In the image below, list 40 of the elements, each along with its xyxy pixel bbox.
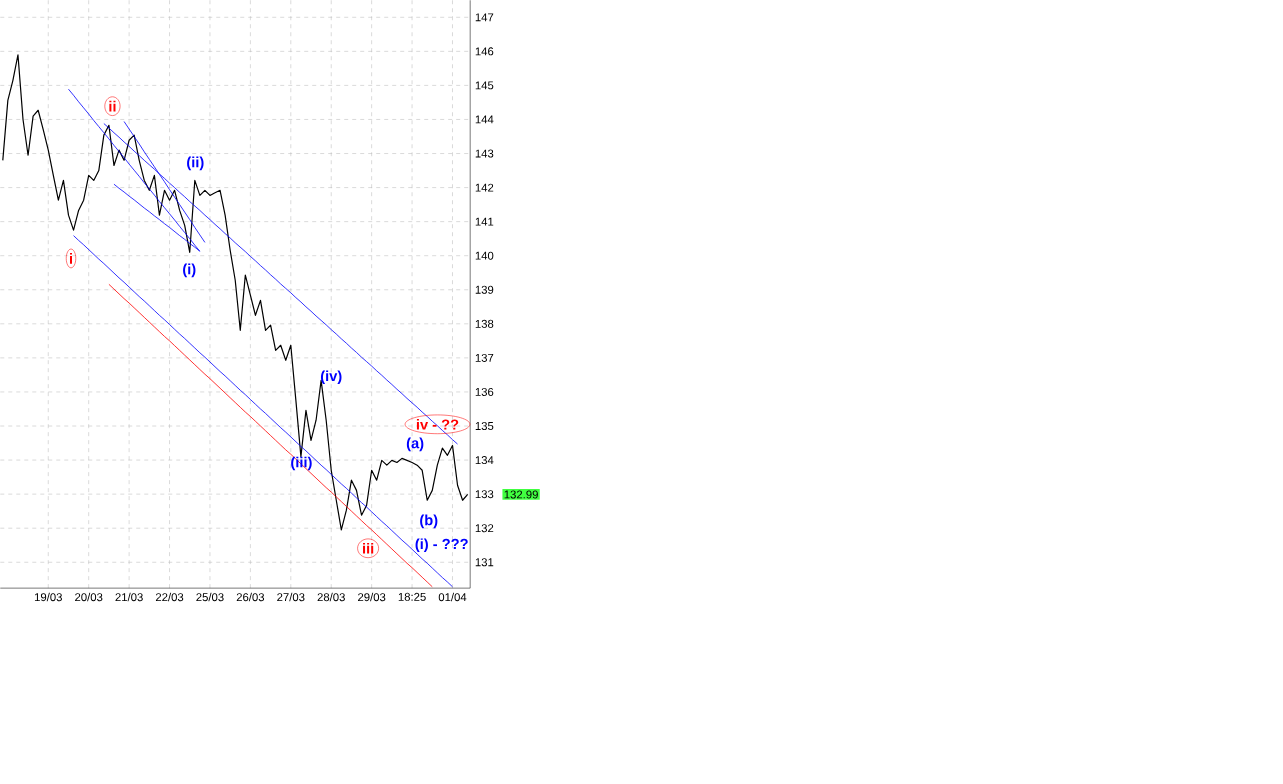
x-tick-label: 01/04 bbox=[438, 592, 467, 602]
y-tick-label: 137 bbox=[475, 353, 494, 362]
annotation: ii bbox=[109, 100, 116, 112]
annotation: i bbox=[70, 253, 73, 264]
line-series bbox=[2, 54, 469, 531]
y-tick-label: 143 bbox=[475, 149, 494, 158]
y-tick-label: 131 bbox=[475, 558, 494, 567]
x-tick-label: 29/03 bbox=[358, 592, 386, 602]
text: 132.99 bbox=[504, 490, 538, 499]
annotation: (b) bbox=[420, 514, 438, 529]
y-tick-label: 147 bbox=[475, 13, 494, 22]
y-tick-label: 132 bbox=[475, 524, 494, 533]
y-tick-label: 144 bbox=[475, 115, 494, 124]
annotation: (i) - ??? bbox=[415, 538, 468, 552]
annotation: (i) bbox=[183, 263, 196, 278]
y-tick-label: 146 bbox=[475, 47, 494, 56]
y-tick-label: 142 bbox=[475, 183, 494, 192]
y-tick-label: 138 bbox=[475, 319, 494, 328]
x-tick-label: 27/03 bbox=[277, 592, 305, 602]
y-tick-label: 145 bbox=[475, 81, 494, 90]
y-tick-label: 136 bbox=[475, 387, 494, 396]
x-tick-label: 26/03 bbox=[236, 592, 265, 602]
y-tick-label: 140 bbox=[475, 251, 494, 260]
annotation: iii bbox=[363, 542, 374, 554]
x-tick-label: 28/03 bbox=[317, 592, 345, 602]
x-tick-label: 20/03 bbox=[75, 592, 103, 602]
x-tick-label: 25/03 bbox=[196, 592, 224, 602]
y-tick-label: 141 bbox=[475, 217, 494, 226]
x-tick-label: 21/03 bbox=[115, 592, 143, 602]
y-tick-label: 134 bbox=[475, 456, 494, 465]
y-tick-label: 135 bbox=[475, 421, 494, 430]
x-tick-label: 19/03 bbox=[34, 592, 62, 602]
x-tick-label: 22/03 bbox=[155, 592, 184, 602]
annotation: iv - ?? bbox=[416, 418, 459, 430]
annotation: (a) bbox=[406, 437, 424, 452]
y-tick-label: 133 bbox=[475, 490, 494, 499]
annotation: (iv) bbox=[320, 370, 342, 385]
x-tick-label: 18:25 bbox=[398, 592, 426, 601]
annotation: (ii) bbox=[187, 156, 204, 171]
y-tick-label: 139 bbox=[475, 285, 494, 294]
